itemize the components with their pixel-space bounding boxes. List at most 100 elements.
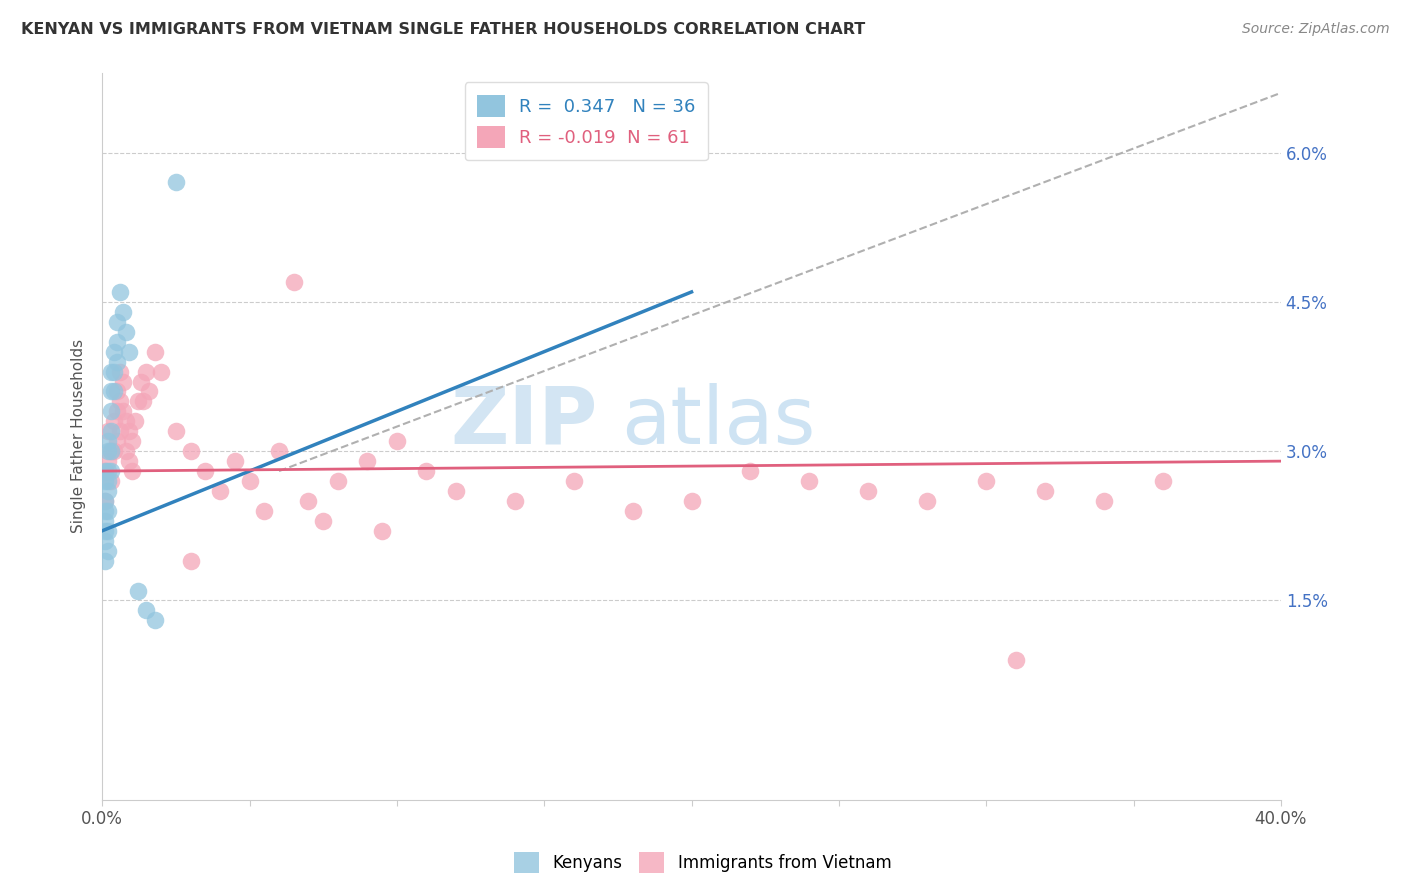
Point <box>108 285 131 299</box>
Point <box>503 494 526 508</box>
Point <box>444 483 467 498</box>
Point <box>165 424 187 438</box>
Point <box>1033 483 1056 498</box>
Point <box>118 454 141 468</box>
Point <box>135 603 157 617</box>
Point <box>97 543 120 558</box>
Point <box>356 454 378 468</box>
Point <box>97 444 120 458</box>
Text: ZIP: ZIP <box>450 383 598 461</box>
Point <box>180 444 202 458</box>
Point <box>143 344 166 359</box>
Point <box>105 354 128 368</box>
Point <box>132 394 155 409</box>
Point <box>105 384 128 399</box>
Point <box>165 176 187 190</box>
Point <box>100 365 122 379</box>
Point <box>209 483 232 498</box>
Text: KENYAN VS IMMIGRANTS FROM VIETNAM SINGLE FATHER HOUSEHOLDS CORRELATION CHART: KENYAN VS IMMIGRANTS FROM VIETNAM SINGLE… <box>21 22 865 37</box>
Point <box>94 514 117 528</box>
Point <box>94 464 117 478</box>
Point <box>111 305 134 319</box>
Point <box>917 494 939 508</box>
Point <box>97 504 120 518</box>
Point <box>94 494 117 508</box>
Point <box>253 504 276 518</box>
Point <box>94 504 117 518</box>
Point <box>150 365 173 379</box>
Point <box>97 524 120 538</box>
Point <box>105 434 128 449</box>
Point <box>138 384 160 399</box>
Point <box>385 434 408 449</box>
Point <box>1004 653 1026 667</box>
Point <box>105 404 128 418</box>
Point <box>129 375 152 389</box>
Point <box>94 554 117 568</box>
Point <box>97 483 120 498</box>
Point <box>621 504 644 518</box>
Point <box>97 464 120 478</box>
Point <box>100 474 122 488</box>
Legend: Kenyans, Immigrants from Vietnam: Kenyans, Immigrants from Vietnam <box>508 846 898 880</box>
Point <box>371 524 394 538</box>
Point <box>97 434 120 449</box>
Point <box>124 414 146 428</box>
Point <box>94 524 117 538</box>
Point <box>94 494 117 508</box>
Point <box>562 474 585 488</box>
Point <box>103 344 125 359</box>
Point <box>97 424 120 438</box>
Text: Source: ZipAtlas.com: Source: ZipAtlas.com <box>1241 22 1389 37</box>
Point <box>100 384 122 399</box>
Point <box>127 394 149 409</box>
Point <box>100 444 122 458</box>
Point <box>681 494 703 508</box>
Point <box>1152 474 1174 488</box>
Point <box>103 414 125 428</box>
Point <box>194 464 217 478</box>
Point <box>118 424 141 438</box>
Point <box>312 514 335 528</box>
Point <box>121 434 143 449</box>
Point <box>1092 494 1115 508</box>
Point <box>127 583 149 598</box>
Point <box>105 315 128 329</box>
Point <box>974 474 997 488</box>
Y-axis label: Single Father Households: Single Father Households <box>72 339 86 533</box>
Point <box>105 334 128 349</box>
Point <box>740 464 762 478</box>
Point <box>94 474 117 488</box>
Point <box>415 464 437 478</box>
Point <box>100 404 122 418</box>
Point <box>858 483 880 498</box>
Point <box>238 474 260 488</box>
Point <box>111 404 134 418</box>
Point <box>103 444 125 458</box>
Point <box>97 454 120 468</box>
Point <box>180 554 202 568</box>
Point <box>326 474 349 488</box>
Point <box>143 613 166 627</box>
Point <box>103 365 125 379</box>
Point <box>297 494 319 508</box>
Point <box>108 365 131 379</box>
Point <box>100 424 122 438</box>
Point <box>135 365 157 379</box>
Text: atlas: atlas <box>621 383 815 461</box>
Point <box>114 414 136 428</box>
Point <box>97 474 120 488</box>
Point <box>108 394 131 409</box>
Point <box>114 444 136 458</box>
Point <box>799 474 821 488</box>
Point <box>100 464 122 478</box>
Point <box>283 275 305 289</box>
Legend: R =  0.347   N = 36, R = -0.019  N = 61: R = 0.347 N = 36, R = -0.019 N = 61 <box>465 82 709 161</box>
Point <box>100 444 122 458</box>
Point <box>118 344 141 359</box>
Point <box>111 375 134 389</box>
Point <box>224 454 246 468</box>
Point <box>94 464 117 478</box>
Point <box>121 464 143 478</box>
Point <box>94 533 117 548</box>
